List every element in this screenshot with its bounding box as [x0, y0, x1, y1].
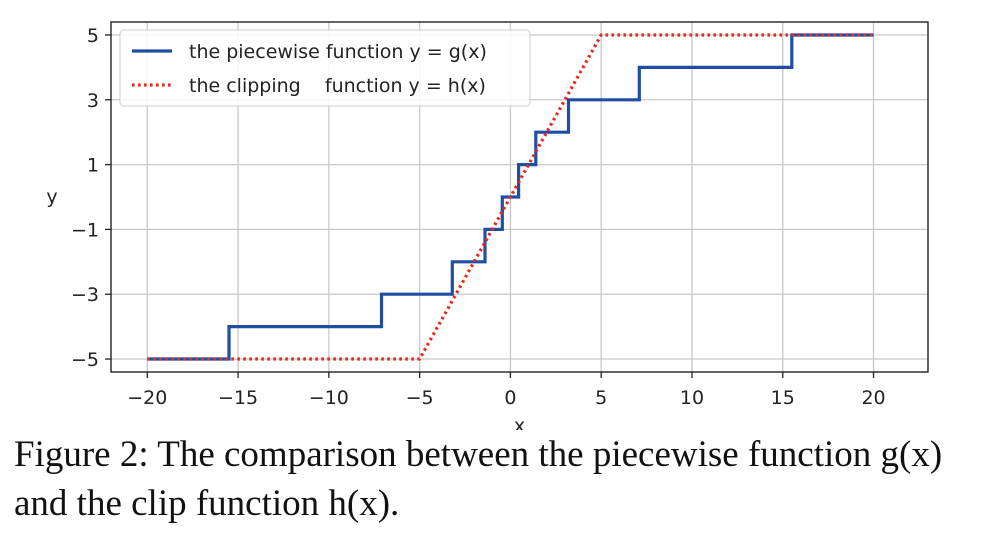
legend-label-g: the piecewise function y = g(x) — [189, 41, 487, 63]
chart: −20 −15 −10 −5 0 5 10 15 20 −5 −3 −1 1 3 5 x y the pie… — [46, 21, 929, 430]
x-tick-label: 10 — [680, 387, 704, 409]
x-tick-label: 5 — [595, 387, 607, 409]
figure-caption: Figure 2: The comparison between the pie… — [14, 434, 943, 524]
legend-box — [119, 29, 531, 107]
x-tick-label: 15 — [771, 387, 795, 409]
plot-frame — [110, 21, 929, 373]
series-line-h — [147, 33, 874, 361]
y-tick-label: 5 — [87, 25, 99, 47]
y-axis-label: y — [46, 186, 57, 208]
y-tick-label: 1 — [87, 155, 99, 177]
legend-label-h: the clipping function y = h(x) — [189, 75, 486, 97]
x-tick-label: −15 — [218, 387, 258, 409]
x-tick-label: 20 — [861, 387, 885, 409]
x-tick-label: 0 — [504, 387, 516, 409]
y-tick-label: −5 — [71, 349, 99, 371]
plot-series — [147, 33, 874, 361]
x-axis-label: x — [514, 415, 525, 430]
y-tick-label: 3 — [87, 90, 99, 112]
legend: the piecewise function y = g(x) the clip… — [119, 29, 531, 107]
x-tick-label: −20 — [127, 387, 167, 409]
y-tick-label: −1 — [71, 219, 99, 241]
x-tick-label: −10 — [309, 387, 349, 409]
axis-ticks: −20 −15 −10 −5 0 5 10 15 20 −5 −3 −1 1 3 5 — [71, 25, 886, 409]
y-tick-label: −3 — [71, 284, 99, 306]
x-tick-label: −5 — [406, 387, 434, 409]
